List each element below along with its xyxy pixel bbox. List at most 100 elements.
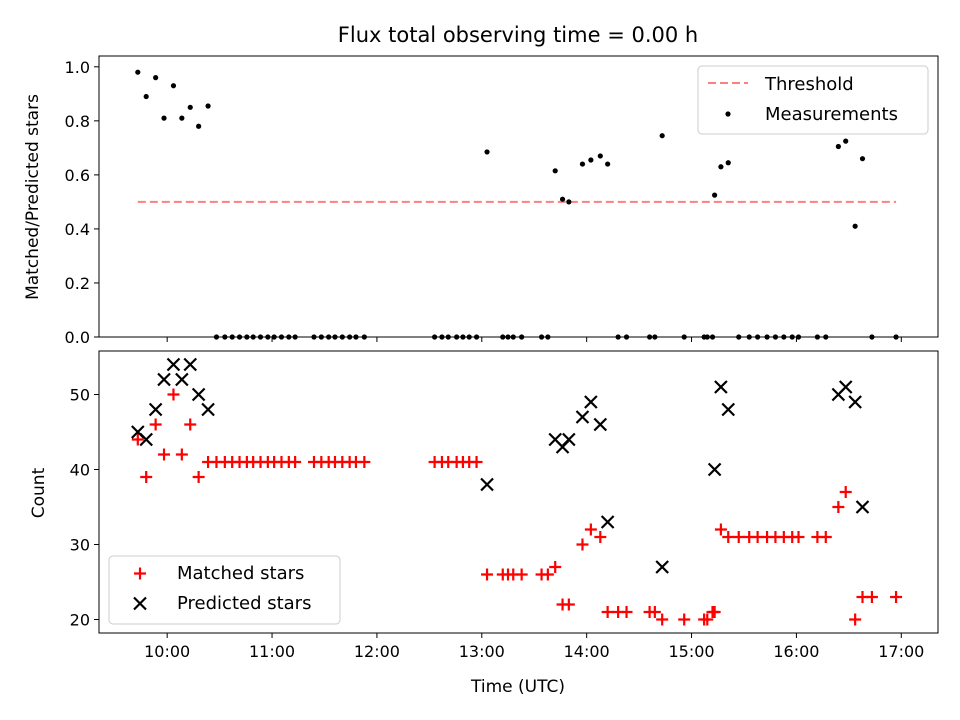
bottom-plot-frame: [98, 350, 939, 634]
matched-stars-point: [849, 613, 862, 626]
top-y-axis-label: Matched/Predicted stars: [23, 94, 43, 300]
matched-stars-point: [549, 561, 562, 573]
predicted-stars-point: [721, 402, 736, 417]
predicted-stars-point: [183, 357, 198, 372]
measurements-point: [659, 133, 665, 139]
predicted-stars-point: [562, 432, 576, 447]
bottom-x-tick-label: 11:00: [249, 642, 295, 661]
matched-stars-point: [576, 538, 589, 551]
legend-matched-swatch: [134, 567, 146, 580]
matched-stars-point: [562, 598, 575, 611]
measurements-point: [597, 153, 603, 159]
matched-stars-point: [481, 568, 494, 581]
top-legend-box: [697, 65, 929, 135]
matched-stars-point: [648, 606, 661, 618]
matched-stars-point: [714, 523, 727, 536]
predicted-stars-point: [480, 477, 494, 492]
predicted-stars-point: [848, 395, 862, 409]
top-legend: Threshold Measurements: [697, 65, 929, 135]
measurements-point: [588, 157, 594, 163]
matched-stars-point: [358, 456, 371, 468]
matched-stars-point: [819, 531, 832, 543]
predicted-stars-point: [157, 372, 171, 387]
bottom-legend-box: [108, 555, 341, 625]
bottom-y-tick-label: 20: [70, 611, 90, 630]
bottom-x-tick-label: 17:00: [878, 642, 924, 661]
predicted-stars-point: [148, 402, 163, 417]
top-panel: 0.0 0.2 0.4 0.6 0.8 1.0 Matched/Predicted sta…: [23, 55, 939, 347]
measurements-point: [187, 104, 193, 110]
matched-stars-point: [167, 388, 180, 401]
bottom-x-tick-label: 16:00: [773, 642, 819, 661]
legend-measurements-label: Measurements: [765, 104, 898, 125]
matched-stars-point: [158, 448, 171, 461]
predicted-stars-point: [191, 387, 206, 402]
measurements-point: [135, 69, 141, 75]
matched-stars-point: [732, 531, 745, 543]
matched-stars-point: [470, 456, 483, 468]
top-axis-ticks: 0.0 0.2 0.4 0.6 0.8 1.0: [65, 58, 902, 347]
top-y-tick-label: 0.6: [65, 166, 90, 185]
predicted-stars-point: [584, 395, 598, 409]
measurements-point: [605, 161, 611, 167]
measurements-point: [843, 138, 849, 144]
matched-stars-point: [594, 531, 607, 543]
predicted-stars-point: [593, 417, 608, 432]
legend-threshold-label: Threshold: [764, 74, 854, 95]
measurements-point: [484, 149, 490, 155]
matched-stars-point: [620, 606, 633, 618]
measurements-point: [153, 75, 159, 81]
matched-stars-point: [865, 591, 878, 603]
bottom-y-axis-label: Count: [29, 467, 49, 518]
predicted-stars-point: [855, 500, 870, 514]
chart-title: Flux total observing time = 0.00 h: [338, 23, 698, 47]
predicted-stars-point: [655, 560, 669, 574]
matched-stars-point: [131, 433, 144, 446]
legend-measurements-swatch: [725, 111, 731, 117]
matched-stars-point: [678, 613, 691, 626]
matched-stars-point: [184, 418, 197, 431]
bottom-y-tick-label: 50: [70, 386, 90, 405]
matched-stars-point: [140, 471, 153, 483]
matched-stars-point: [515, 568, 528, 581]
matched-stars-point: [839, 486, 852, 498]
bottom-x-tick-label: 14:00: [564, 642, 610, 661]
x-axis-label: Time (UTC): [470, 677, 565, 697]
legend-predicted-label: Predicted stars: [177, 593, 311, 614]
matched-stars-point: [701, 613, 714, 626]
predicted-stars-point: [575, 410, 590, 424]
matched-stars-point: [289, 456, 302, 468]
matched-stars-point: [601, 606, 614, 618]
measurements-point: [170, 83, 177, 89]
measurements-point: [161, 115, 167, 121]
matched-stars-point: [792, 531, 805, 543]
predicted-stars-point: [201, 402, 215, 417]
measurements-point: [205, 103, 211, 109]
measurements-point: [143, 93, 149, 100]
top-y-tick-label: 0.0: [65, 328, 90, 347]
measurements-point: [859, 156, 866, 162]
predicted-stars-point: [175, 372, 189, 387]
predicted-stars-point: [166, 357, 181, 372]
top-y-tick-label: 0.4: [65, 220, 90, 239]
matched-stars-point: [832, 501, 845, 513]
matched-stars-point: [541, 568, 554, 581]
measurements-point: [712, 192, 718, 198]
bottom-axis-ticks: 10:00 11:00 12:00 13:00 14:00 15:00 16:00 17:00…: [70, 386, 925, 662]
top-y-tick-label: 1.0: [65, 58, 90, 77]
matched-stars-point: [149, 418, 162, 431]
bottom-x-tick-label: 15:00: [668, 642, 714, 661]
measurements-point: [725, 160, 731, 166]
predicted-stars-point: [707, 462, 722, 477]
matched-stars-point: [722, 531, 735, 543]
predicted-stars-point: [600, 515, 615, 529]
predicted-stars-point: [714, 380, 728, 394]
matched-stars-point: [890, 591, 903, 603]
measurements-point: [566, 199, 572, 205]
matched-stars-point: [175, 448, 188, 461]
bottom-legend: Matched stars Predicted stars: [108, 555, 341, 625]
predicted-stars-point: [838, 380, 853, 394]
matched-stars-point: [584, 523, 597, 536]
bottom-x-tick-label: 13:00: [459, 642, 505, 661]
bottom-panel: 10:00 11:00 12:00 13:00 14:00 15:00 16:00 17:00…: [29, 350, 939, 697]
